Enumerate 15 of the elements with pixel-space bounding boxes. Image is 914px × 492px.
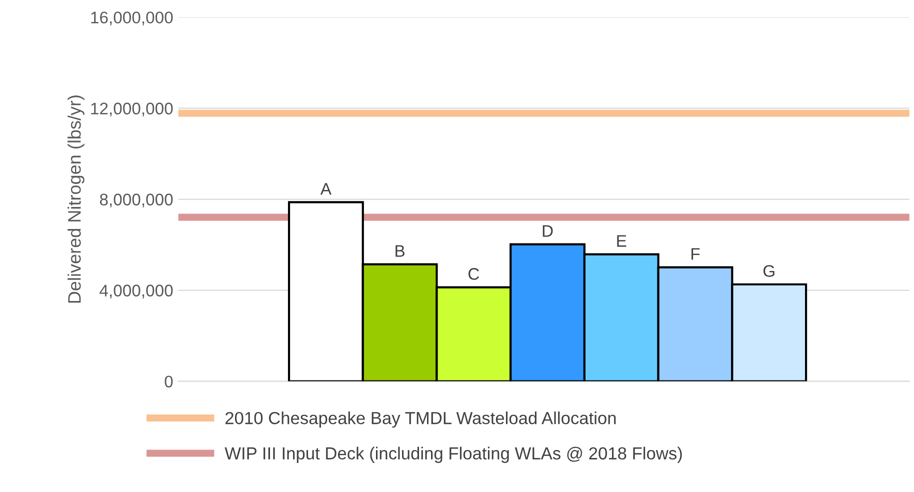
x-tick-label: C bbox=[468, 268, 480, 280]
y-tick-label: 16,000,000 bbox=[91, 12, 173, 26]
y-tick-label: 4,000,000 bbox=[100, 284, 173, 298]
x-tick-label: D bbox=[542, 225, 553, 237]
x-tick-label: F bbox=[692, 248, 700, 260]
x-tick-label: A bbox=[320, 183, 332, 195]
y-tick-label: 12,000,000 bbox=[91, 102, 173, 116]
y-tick-label: 0 bbox=[164, 376, 173, 388]
x-tick-label: B bbox=[396, 245, 404, 257]
x-tick-label: E bbox=[617, 235, 626, 247]
legend-label: WIP III Input Deck (including Floating WLAs @ 2018 Flows) bbox=[224, 446, 682, 463]
y-axis-title: Delivered Nitrogen (lbs/yr) bbox=[68, 96, 84, 303]
legend-label: 2010 Chesapeake Bay TMDL Wasteload Allocation bbox=[226, 411, 616, 428]
y-tick-label: 8,000,000 bbox=[100, 194, 173, 208]
x-tick-label: G bbox=[763, 265, 774, 277]
